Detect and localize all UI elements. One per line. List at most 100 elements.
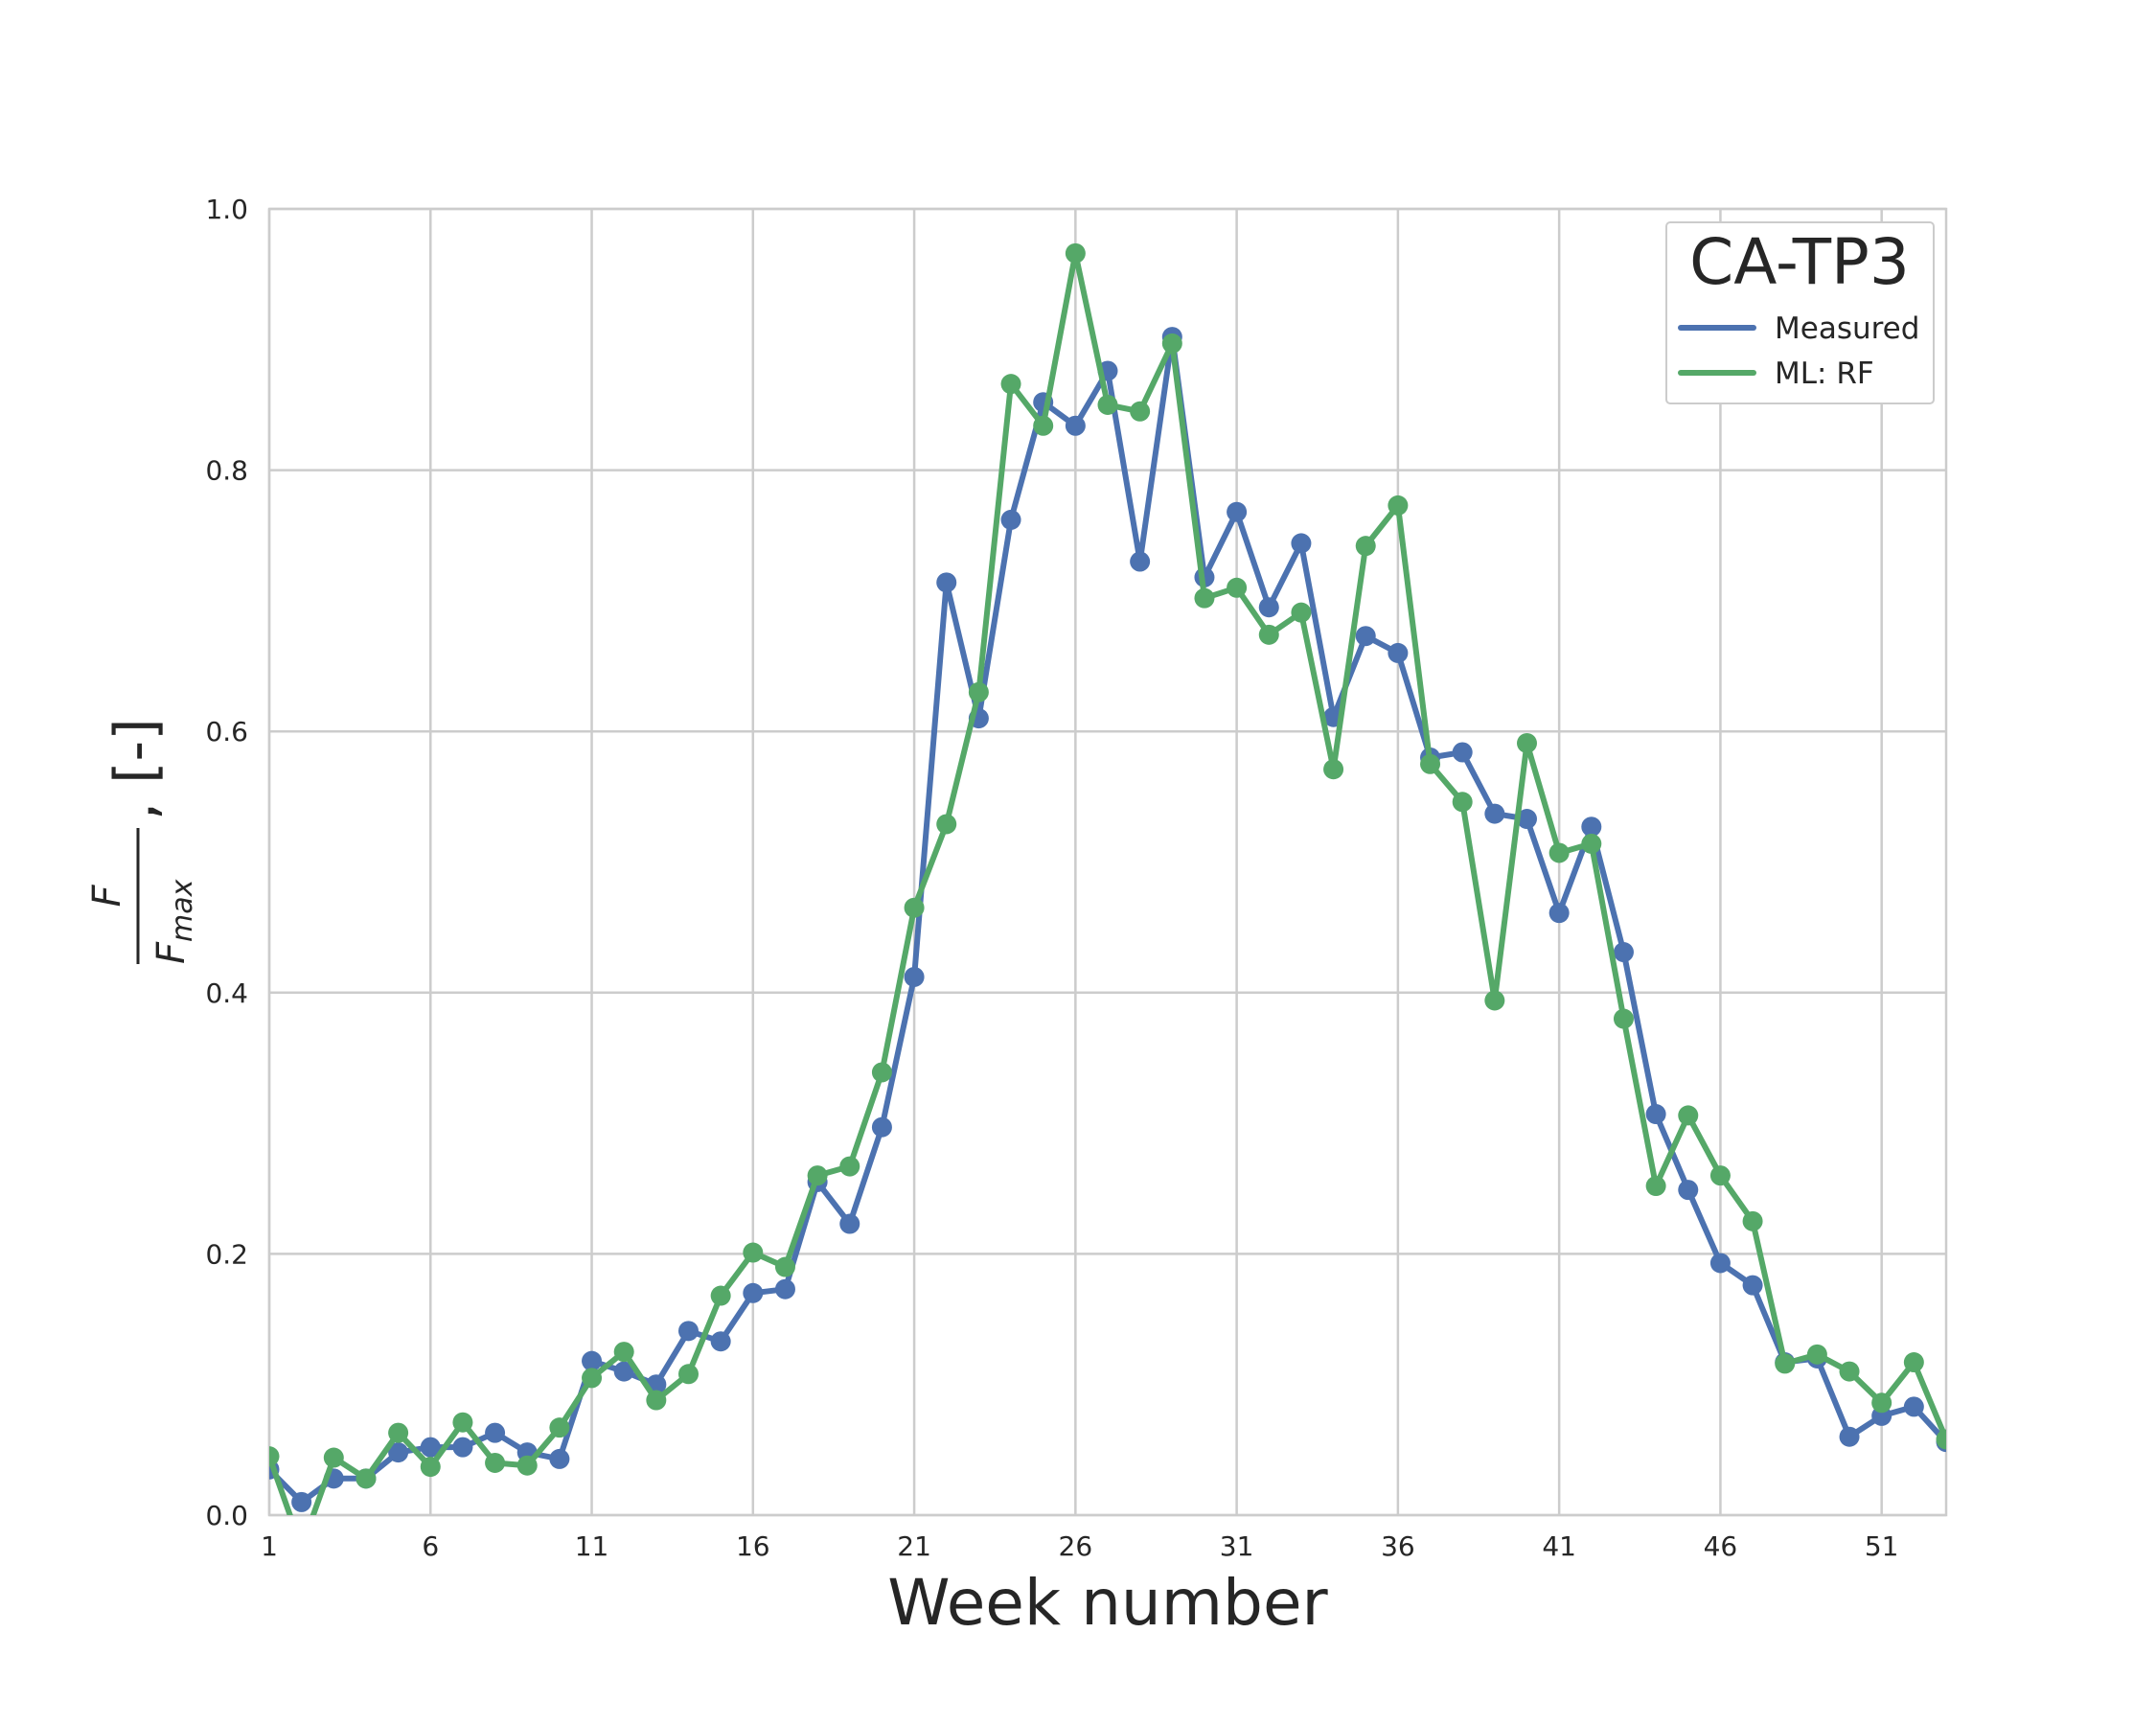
data-point-ml-rf — [936, 814, 957, 835]
data-point-measured — [710, 1331, 731, 1352]
data-point-ml-rf — [1033, 415, 1054, 436]
y-axis-title-denominator: Fmax — [149, 879, 199, 964]
data-point-ml-rf — [1130, 401, 1151, 422]
y-tick-label: 0.2 — [205, 1238, 248, 1270]
data-point-measured — [774, 1278, 795, 1300]
data-point-measured — [1388, 642, 1409, 663]
plot-background — [269, 209, 1946, 1515]
data-point-ml-rf — [323, 1447, 344, 1468]
data-point-ml-rf — [1548, 842, 1570, 863]
data-point-ml-rf — [420, 1457, 441, 1478]
data-point-measured — [1581, 816, 1602, 838]
data-point-measured — [1452, 742, 1473, 763]
data-point-ml-rf — [1678, 1105, 1699, 1126]
data-point-measured — [388, 1442, 409, 1463]
data-point-ml-rf — [516, 1455, 538, 1476]
data-point-ml-rf — [1839, 1361, 1860, 1382]
data-point-ml-rf — [582, 1368, 603, 1389]
data-point-ml-rf — [1517, 732, 1537, 753]
data-point-measured — [1065, 415, 1086, 436]
legend-box — [1665, 221, 1935, 404]
x-tick-label: 36 — [1381, 1530, 1415, 1562]
y-tick-label: 0.8 — [205, 455, 248, 487]
y-axis-title: F Fmax , [-] — [85, 718, 199, 964]
data-point-ml-rf — [1484, 990, 1505, 1011]
y-axis-title-numerator: F — [85, 885, 129, 908]
y-tick-label: 0.4 — [205, 978, 248, 1009]
data-point-ml-rf — [1709, 1165, 1731, 1186]
data-point-ml-rf — [356, 1468, 377, 1489]
series-ml-rf — [269, 242, 1946, 1515]
data-point-measured — [871, 1116, 892, 1138]
data-point-ml-rf — [1097, 394, 1118, 415]
x-tick-label: 41 — [1542, 1530, 1576, 1562]
data-point-ml-rf — [1645, 1176, 1666, 1197]
data-point-measured — [936, 572, 957, 593]
data-point-measured — [904, 966, 925, 987]
data-point-ml-rf — [269, 1446, 280, 1467]
y-tick-label: 0.6 — [205, 716, 248, 748]
data-point-measured — [452, 1437, 473, 1458]
x-tick-label: 11 — [575, 1530, 609, 1562]
data-point-ml-rf — [1000, 374, 1021, 395]
data-point-ml-rf — [1903, 1352, 1924, 1373]
x-tick-label: 1 — [261, 1530, 278, 1562]
data-point-ml-rf — [1742, 1210, 1763, 1231]
data-point-measured — [582, 1350, 603, 1371]
data-point-measured — [1291, 533, 1312, 554]
x-tick-label: 26 — [1059, 1530, 1093, 1562]
x-tick-label: 16 — [736, 1530, 770, 1562]
data-point-ml-rf — [1323, 759, 1344, 780]
data-point-ml-rf — [1613, 1008, 1634, 1029]
data-point-ml-rf — [485, 1452, 506, 1473]
data-point-measured — [1517, 809, 1537, 830]
data-point-ml-rf — [710, 1285, 731, 1306]
plot-frame — [267, 207, 1948, 1517]
y-tick-label: 1.0 — [205, 194, 248, 225]
y-axis-title-suffix: , [-] — [103, 718, 170, 820]
data-point-measured — [1678, 1180, 1699, 1201]
data-point-ml-rf — [1291, 602, 1312, 623]
y-tick-label: 0.0 — [205, 1500, 248, 1531]
data-point-measured — [678, 1321, 699, 1342]
data-point-ml-rf — [968, 681, 989, 702]
x-tick-label: 51 — [1865, 1530, 1899, 1562]
y-tick-labels: 0.0 0.2 0.4 0.6 0.8 1.0 — [205, 194, 248, 1531]
data-point-measured — [1000, 509, 1021, 530]
data-point-measured — [1903, 1396, 1924, 1417]
data-point-measured — [1709, 1253, 1731, 1274]
data-point-ml-rf — [1581, 833, 1602, 854]
data-point-measured — [1130, 551, 1151, 572]
x-tick-label: 31 — [1220, 1530, 1254, 1562]
x-tick-labels: 1 6 11 16 21 26 31 36 41 46 51 — [261, 1530, 1898, 1562]
grid-lines — [267, 207, 1946, 1517]
legend: CA-TP3 Measured ML: RF — [1665, 221, 1935, 404]
y-axis-title-denominator-sub: max — [166, 879, 199, 942]
x-axis-title: Week number — [887, 1566, 1328, 1640]
data-point-ml-rf — [1452, 792, 1473, 813]
data-point-ml-rf — [774, 1256, 795, 1277]
data-point-measured — [549, 1448, 570, 1469]
data-point-ml-rf — [452, 1412, 473, 1433]
data-point-ml-rf — [839, 1156, 860, 1177]
data-point-ml-rf — [1161, 333, 1182, 354]
data-point-ml-rf — [1806, 1344, 1827, 1365]
data-point-ml-rf — [1936, 1429, 1946, 1450]
data-point-measured — [1258, 597, 1279, 618]
data-point-ml-rf — [1227, 577, 1248, 598]
data-point-ml-rf — [904, 897, 925, 918]
data-point-ml-rf — [1258, 624, 1279, 645]
data-point-ml-rf — [743, 1242, 764, 1263]
y-axis-title-denominator-base: F — [149, 941, 194, 964]
legend-title: CA-TP3 — [1689, 225, 1910, 299]
data-point-measured — [291, 1491, 312, 1512]
series-layer — [269, 242, 1946, 1515]
data-point-ml-rf — [549, 1417, 570, 1438]
x-tick-label: 21 — [897, 1530, 931, 1562]
x-tick-label: 6 — [422, 1530, 439, 1562]
data-point-ml-rf — [1194, 587, 1215, 609]
data-point-measured — [1839, 1426, 1860, 1447]
x-tick-label: 46 — [1704, 1530, 1738, 1562]
data-point-ml-rf — [646, 1390, 667, 1411]
